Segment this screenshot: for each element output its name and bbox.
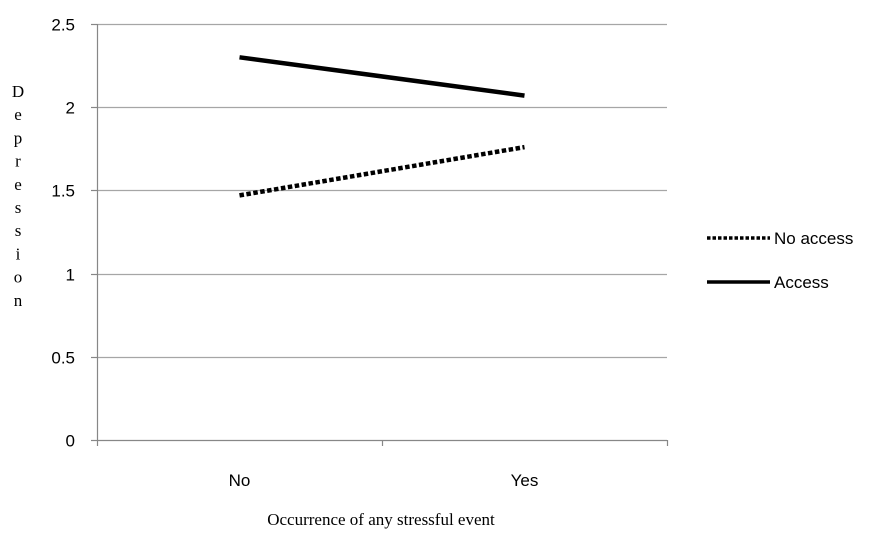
- legend-label-access: Access: [774, 273, 829, 292]
- x-tick-label: No: [229, 471, 251, 490]
- y-tick-label: 2: [66, 99, 75, 118]
- x-tick-label: Yes: [511, 471, 539, 490]
- legend-label-no-access: No access: [774, 229, 853, 248]
- x-tick-labels: No Yes: [229, 471, 539, 490]
- axes: [91, 23, 669, 446]
- gridlines: [97, 23, 667, 359]
- x-axis-title: Occurrence of any stressful event: [267, 510, 495, 529]
- y-tick-label: 1.5: [51, 182, 75, 201]
- y-tick-label: 0.5: [51, 349, 75, 368]
- series-line-no-access: [239, 144, 525, 198]
- y-tick-label: 1: [66, 266, 75, 285]
- y-tick-label: 0: [66, 432, 75, 451]
- y-tick-label: 2.5: [51, 16, 75, 35]
- y-tick-labels: 0 0.5 1 1.5 2 2.5: [51, 16, 75, 451]
- series-lines: [239, 55, 525, 198]
- legend: No access Access: [707, 229, 853, 292]
- series-line-access: [239, 55, 525, 98]
